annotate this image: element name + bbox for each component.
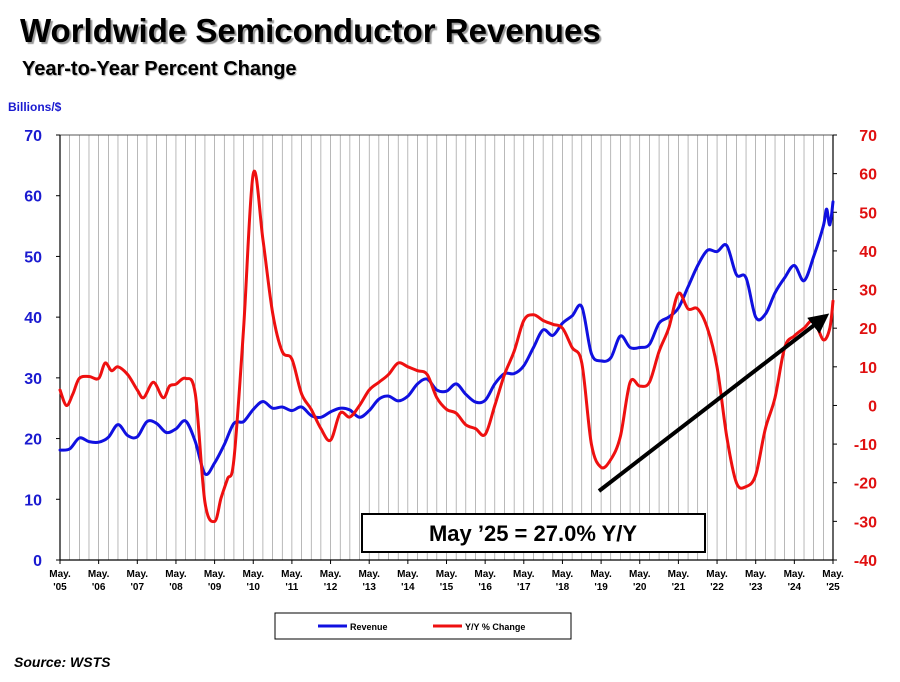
- x-axis-tick-label: May.: [281, 569, 303, 580]
- x-axis-tick-label: May.: [784, 569, 806, 580]
- left-axis-tick-label: 60: [24, 189, 42, 206]
- x-axis-tick-label: '18: [556, 582, 570, 593]
- x-axis-tick-label: '05: [53, 582, 67, 593]
- x-axis-tick-label: '21: [672, 582, 686, 593]
- x-axis-tick-label: '14: [401, 582, 415, 593]
- series-lines: [58, 169, 835, 524]
- right-axis-tick-label: 60: [859, 167, 877, 184]
- left-axis-tick-label: 20: [24, 432, 42, 449]
- left-axis-tick-label: 30: [24, 371, 42, 388]
- right-axis-tick-label: 0: [868, 398, 877, 415]
- x-axis-tick-label: May.: [320, 569, 342, 580]
- right-axis-tick-label: -40: [854, 553, 877, 570]
- x-axis-tick-label: May.: [204, 569, 226, 580]
- x-axis-tick-label: May.: [49, 569, 71, 580]
- legend: Revenue Y/Y % Change: [274, 612, 572, 640]
- left-axis-tick-label: 70: [24, 128, 42, 145]
- x-axis-tick-label: '16: [478, 582, 492, 593]
- x-axis-tick-label: May.: [822, 569, 844, 580]
- legend-revenue-label: Revenue: [350, 622, 388, 632]
- left-axis-tick-label: 50: [24, 249, 42, 266]
- right-axis-tick-label: 70: [859, 128, 877, 145]
- x-axis-tick-label: May.: [629, 569, 651, 580]
- x-axis-tick-label: '09: [208, 582, 222, 593]
- x-axis-tick-label: May.: [668, 569, 690, 580]
- x-axis-tick-label: '24: [788, 582, 802, 593]
- x-axis-tick-label: '11: [285, 582, 298, 593]
- x-axis-tick-label: May.: [358, 569, 380, 580]
- left-axis-tick-label: 10: [24, 492, 42, 509]
- source-note: Source: WSTS: [14, 654, 111, 670]
- x-axis-tick-label: '15: [440, 582, 454, 593]
- x-axis-tick-label: '25: [826, 582, 840, 593]
- chart-title: Worldwide Semiconductor Revenues: [20, 12, 601, 49]
- x-axis-tick-label: '17: [517, 582, 531, 593]
- right-axis-tick-label: 40: [859, 244, 877, 261]
- right-axis-tick-label: -20: [854, 476, 877, 493]
- revenue-series-line: [58, 200, 835, 477]
- right-axis-tick-label: 30: [859, 283, 877, 300]
- annotation-text: May ’25 = 27.0% Y/Y: [429, 521, 637, 546]
- annotation-box: [361, 513, 706, 553]
- x-axis-tick-label: '13: [362, 582, 376, 593]
- x-axis-tick-label: May.: [165, 569, 187, 580]
- x-axis-tick-label: '07: [131, 582, 145, 593]
- grid-lines: [60, 135, 833, 560]
- x-axis-tick-label: May.: [706, 569, 728, 580]
- axes: 0 10 20 30 40 50 60 70 -40 -30 -20 -10 0 10 20 30 40 50 60…: [24, 128, 877, 593]
- x-axis-tick-label: May.: [745, 569, 767, 580]
- x-axis-tick-label: '19: [594, 582, 608, 593]
- left-axis-unit-label: Billions/$: [8, 100, 62, 114]
- x-axis-tick-label: May.: [513, 569, 535, 580]
- x-axis-tick-label: May.: [590, 569, 612, 580]
- right-axis-tick-label: -10: [854, 437, 877, 454]
- chart-subtitle: Year-to-Year Percent Change: [22, 58, 297, 80]
- right-axis-tick-label: 50: [859, 205, 877, 222]
- x-axis-tick-label: May.: [127, 569, 149, 580]
- right-axis-tick-label: -30: [854, 514, 877, 531]
- trend-arrow: [597, 313, 830, 493]
- left-axis-tick-label: 40: [24, 310, 42, 327]
- x-axis-tick-label: May.: [552, 569, 574, 580]
- x-axis-tick-label: May.: [88, 569, 110, 580]
- x-axis-tick-label: '23: [749, 582, 763, 593]
- x-axis-tick-label: '08: [169, 582, 183, 593]
- right-axis-tick-label: 10: [859, 360, 877, 377]
- x-axis-tick-label: May.: [243, 569, 265, 580]
- x-axis-tick-label: '20: [633, 582, 647, 593]
- x-axis-tick-label: May.: [397, 569, 419, 580]
- x-axis-tick-label: May.: [474, 569, 496, 580]
- yoy-change-series-line: [58, 169, 835, 524]
- left-axis-tick-label: 0: [33, 553, 42, 570]
- legend-yoy-label: Y/Y % Change: [465, 622, 525, 632]
- x-axis-tick-label: '10: [246, 582, 260, 593]
- right-axis-tick-label: 20: [859, 321, 877, 338]
- x-axis-tick-label: '12: [324, 582, 338, 593]
- x-axis-tick-label: '22: [710, 582, 724, 593]
- x-axis-tick-label: May.: [436, 569, 458, 580]
- x-axis-tick-label: '06: [92, 582, 106, 593]
